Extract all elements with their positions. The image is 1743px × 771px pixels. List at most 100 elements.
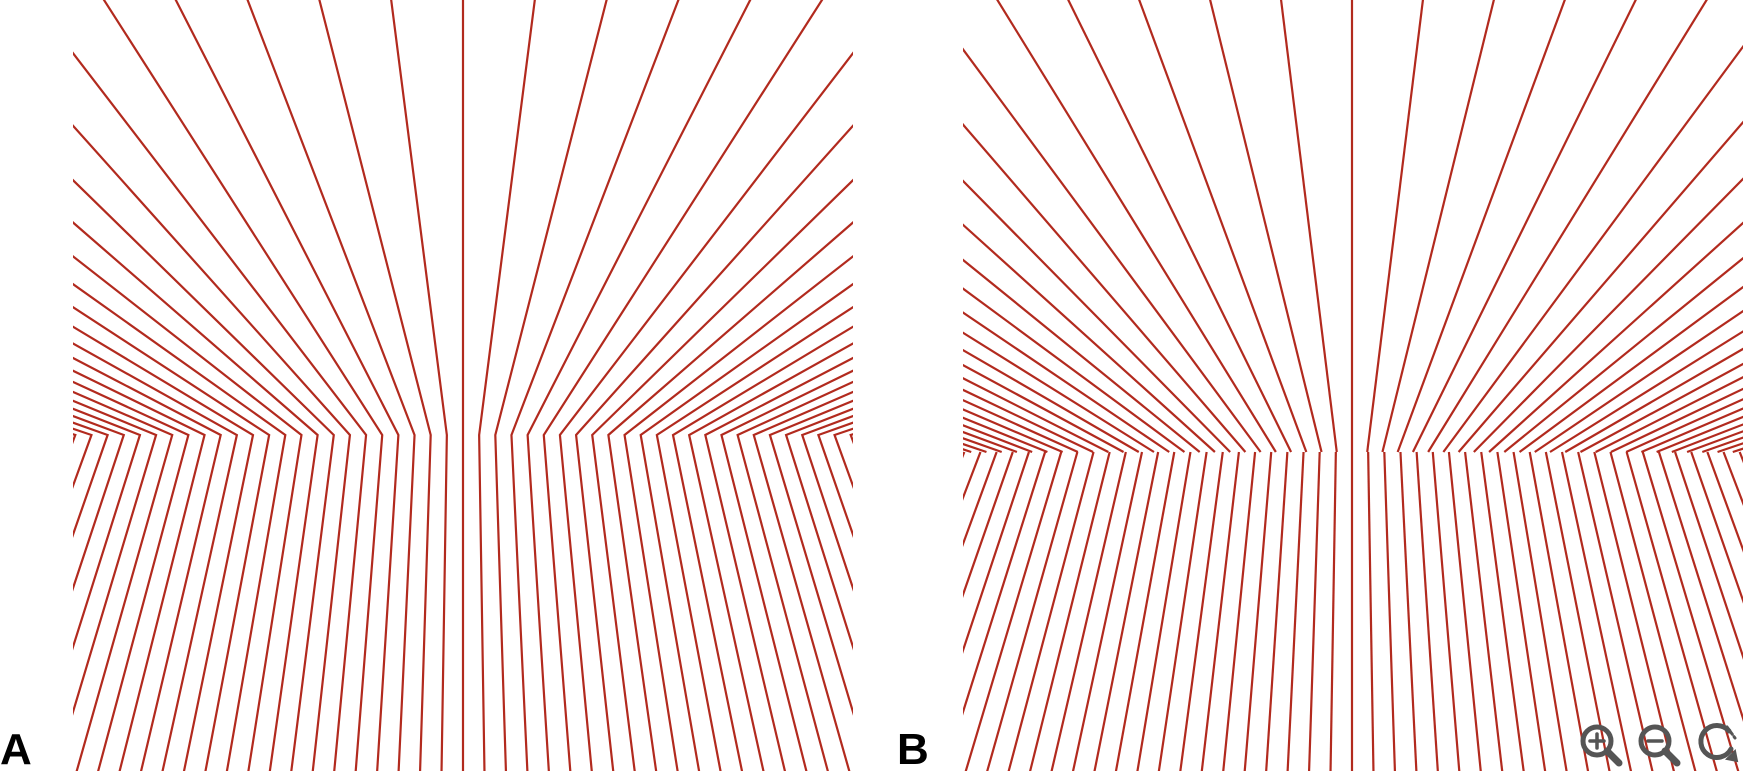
panel-a-line [542,0,824,771]
panel-b-lower-line [1157,451,1208,771]
panel-b-upper-line [1564,347,1743,453]
panel-a-line [0,0,59,771]
panel-b-upper-line [1579,362,1743,453]
panel-b-lower-line [1690,451,1743,604]
panel-b-upper-line [963,416,1048,454]
panel-b-upper-line [963,223,1216,453]
panel-b-lower-line [1674,451,1743,660]
panel-a-line [73,342,239,771]
panel-a-line [800,414,853,592]
panel-b-lower-line [1463,451,1504,771]
panel-a-line [591,178,853,771]
panel-a-line [623,255,853,771]
panel-b-lower-line [1706,451,1743,553]
panel-b-upper-line [963,179,1231,453]
panel-a-line [73,380,190,771]
panel-b-upper-line [1381,0,1495,453]
panel-b-upper-line [1534,309,1743,453]
panel-b-upper-line [1411,0,1637,453]
panel-b-lower-line [1367,451,1375,771]
panel-b-lower-line [1329,451,1337,771]
panel-b-lower-line [963,451,1030,654]
panel-b-upper-line [1549,330,1743,453]
panel-b-lower-line [1200,451,1241,771]
panel-b-upper-line [996,0,1277,453]
panel-b-upper-line [1701,436,1743,454]
panel-b-lower-line [963,451,1014,598]
panel-b-upper-line [963,122,1247,453]
panel-b-lower-line [1136,451,1192,771]
panel-b-upper-line [963,437,1003,454]
panel-b-lower-line [1625,451,1718,771]
panel-b-lower-line [964,451,1063,771]
panel-b-lower-line [963,451,982,501]
panel-b-lower-line [1007,451,1095,771]
panel-b-lower-line [1641,451,1740,771]
panel-b-lower-line [1415,451,1439,771]
panel-a-line [73,178,335,771]
zoom-out-button[interactable] [1638,724,1681,767]
panel-b-lower-line [814,452,949,771]
panel-a-line [73,433,77,445]
zoom-in-icon [1580,724,1623,767]
panel-b-upper-line [1503,256,1743,453]
reset-icon [1698,722,1739,763]
panel-b-lower-line [1050,451,1127,771]
panel-a-line [704,356,853,771]
panel-b-upper-line [963,363,1125,453]
panel-b-lower-line [963,451,966,459]
panel-a-line [510,0,680,771]
reset-button[interactable] [1698,722,1739,763]
panel-b-upper-line [963,388,1094,453]
panel-a-line [73,414,126,592]
panel-b-lower-line [1496,451,1547,771]
panel-b-upper-line [1732,447,1743,454]
panel-b-lower-line [1399,451,1418,771]
panel-b-lower-line [1722,451,1743,506]
panel-b-upper-line [963,348,1140,453]
panel-a-line [73,399,158,716]
panel-a-line [784,407,853,651]
panel-b-upper-line [963,424,1033,454]
panel-b-lower-line [1307,451,1321,771]
panel-b-upper-line [1518,285,1743,453]
panel-b-lower-line [1243,451,1273,771]
panel-b-lower-line [1528,451,1590,771]
panel-label-b: B [897,725,929,771]
panel-a-line [102,0,384,771]
panel-a-line [849,433,853,445]
panel-b-upper-line [1138,0,1308,453]
panel-a-line [73,390,174,771]
panel-b-lower-line [1431,451,1461,771]
panel-b-lower-line [1071,451,1144,771]
panel-b-upper-line [1067,0,1293,453]
panel-a-line [768,399,853,716]
zoom-in-button[interactable] [1580,724,1623,767]
panel-a-line [73,305,271,771]
panel-a-line [687,342,853,771]
panel-a-line [73,221,319,771]
panel-a-line [752,390,853,771]
panel-b-upper-line [0,0,956,452]
panel-b-upper-line [1473,177,1743,453]
panel-b-upper-line [1279,0,1338,453]
panel-b-upper-line [1488,221,1743,453]
panel-a-line [73,369,206,771]
panel-a-line [607,221,853,771]
panel-b-lower-line [1029,451,1111,771]
panel-b-lower-line [1179,451,1224,771]
panel-b-lower-line [1609,451,1697,771]
panel-b-lower-line [1657,451,1743,722]
panel-b-upper-line [963,47,1262,453]
panel-a-line [73,124,352,771]
panel-a-line [655,305,853,771]
panel-a-line [73,407,142,651]
panel-a-line [833,427,853,490]
panel-a-line [73,282,287,771]
panel-b-upper-line [1610,387,1743,453]
panel-a-line [73,51,368,771]
panel-b-upper-line [1209,0,1323,453]
panel-b-upper-line [1366,0,1425,453]
